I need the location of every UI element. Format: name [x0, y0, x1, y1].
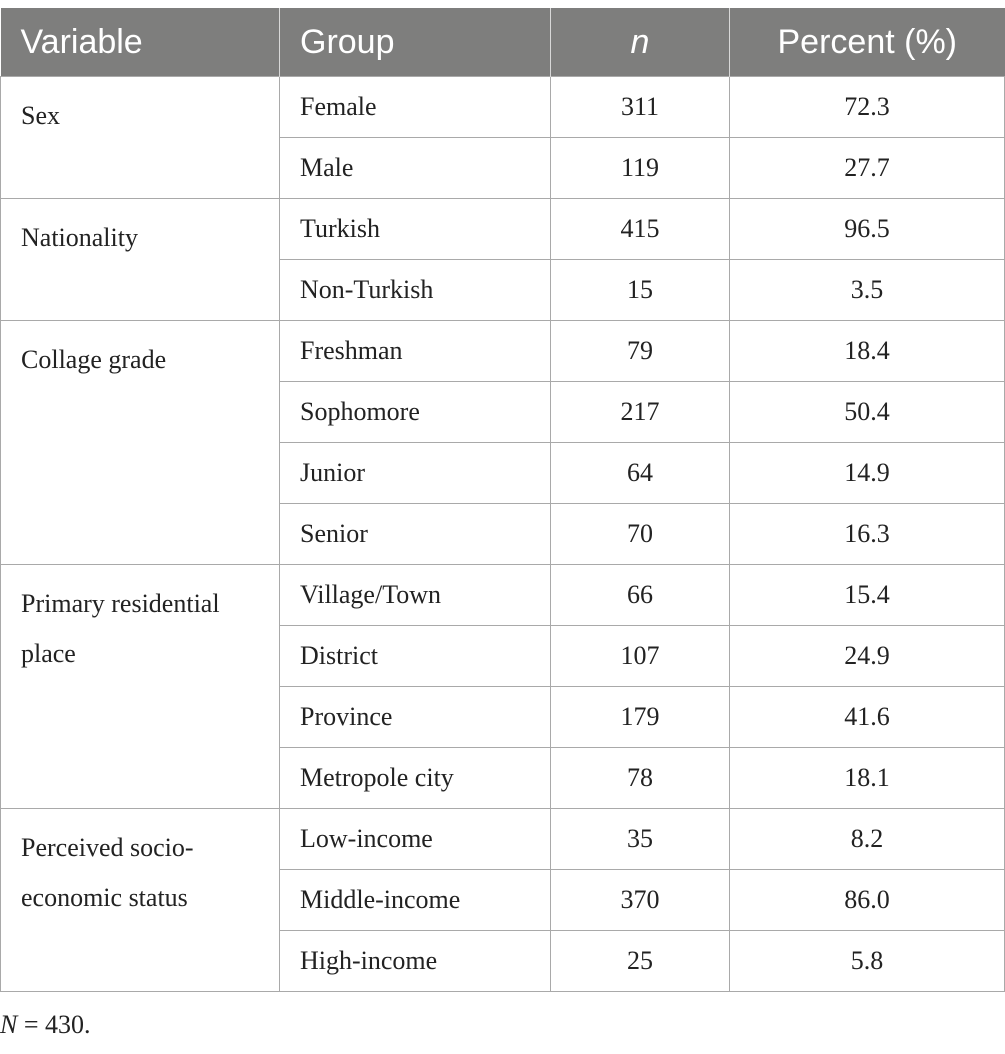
- n-cell: 179: [550, 686, 730, 748]
- table-body: Sex Female 311 72.3 Male 119 27.7 Nationality Tu…: [0, 76, 1005, 992]
- table-header: Variable Group n Percent (%): [0, 8, 1005, 77]
- group-cell: High-income: [279, 930, 551, 992]
- percent-cell: 16.3: [729, 503, 1005, 565]
- n-cell: 70: [550, 503, 730, 565]
- table-row: High-income 25 5.8: [1, 930, 1005, 992]
- n-cell: 78: [550, 747, 730, 809]
- n-cell: 370: [550, 869, 730, 931]
- table-row: Male 119 27.7: [1, 137, 1005, 199]
- group-cell: Sophomore: [279, 381, 551, 443]
- n-cell: 79: [550, 320, 730, 382]
- variable-cell: Perceived socio-economic status: [0, 808, 280, 992]
- table-row: Junior 64 14.9: [1, 442, 1005, 504]
- percent-cell: 86.0: [729, 869, 1005, 931]
- header-percent: Percent (%): [729, 8, 1005, 77]
- group-cell: Province: [279, 686, 551, 748]
- percent-cell: 24.9: [729, 625, 1005, 687]
- group-cell: Middle-income: [279, 869, 551, 931]
- n-cell: 35: [550, 808, 730, 870]
- demographics-table: Variable Group n Percent (%) Sex Female 31…: [0, 8, 1005, 992]
- table-row: Nationality Turkish 415 96.5: [0, 198, 1005, 321]
- table-row: Senior 70 16.3: [1, 503, 1005, 565]
- group-cell: Village/Town: [279, 564, 551, 626]
- variable-cell: Nationality: [0, 198, 280, 321]
- percent-cell: 50.4: [729, 381, 1005, 443]
- note-symbol: N: [0, 1010, 18, 1039]
- variable-cell: Sex: [0, 76, 280, 199]
- percent-cell: 96.5: [729, 198, 1005, 260]
- table-row: Collage grade Freshman 79 18.4: [0, 320, 1005, 565]
- table-row: Perceived socio-economic status Low-incom…: [0, 808, 1005, 992]
- n-cell: 15: [550, 259, 730, 321]
- n-cell: 119: [550, 137, 730, 199]
- group-cell: Female: [279, 76, 551, 138]
- n-cell: 64: [550, 442, 730, 504]
- percent-cell: 72.3: [729, 76, 1005, 138]
- percent-cell: 15.4: [729, 564, 1005, 626]
- n-cell: 415: [550, 198, 730, 260]
- group-cell: Turkish: [279, 198, 551, 260]
- group-cell: Freshman: [279, 320, 551, 382]
- n-cell: 311: [550, 76, 730, 138]
- table-row: District 107 24.9: [1, 625, 1005, 687]
- header-row: Variable Group n Percent (%): [0, 8, 1005, 77]
- group-cell: Male: [279, 137, 551, 199]
- note-text: = 430.: [17, 1010, 91, 1039]
- percent-cell: 8.2: [729, 808, 1005, 870]
- table-row: Middle-income 370 86.0: [1, 869, 1005, 931]
- group-cell: Non-Turkish: [279, 259, 551, 321]
- header-variable: Variable: [0, 8, 280, 77]
- n-cell: 25: [550, 930, 730, 992]
- header-n: n: [550, 8, 730, 77]
- n-cell: 107: [550, 625, 730, 687]
- table-row: Sex Female 311 72.3: [0, 76, 1005, 199]
- demographics-table-container: Variable Group n Percent (%) Sex Female 31…: [0, 8, 1005, 992]
- group-cell: Metropole city: [279, 747, 551, 809]
- percent-cell: 27.7: [729, 137, 1005, 199]
- percent-cell: 41.6: [729, 686, 1005, 748]
- percent-cell: 3.5: [729, 259, 1005, 321]
- percent-cell: 18.4: [729, 320, 1005, 382]
- table-note: N = 430.: [0, 1010, 91, 1040]
- variable-cell: Primary residential place: [0, 564, 280, 809]
- table-row: Metropole city 78 18.1: [1, 747, 1005, 809]
- header-group: Group: [279, 8, 551, 77]
- table-row: Primary residential place Village/Town 66 1…: [0, 564, 1005, 809]
- group-cell: District: [279, 625, 551, 687]
- group-cell: Junior: [279, 442, 551, 504]
- percent-cell: 14.9: [729, 442, 1005, 504]
- variable-cell: Collage grade: [0, 320, 280, 565]
- n-cell: 66: [550, 564, 730, 626]
- table-row: Province 179 41.6: [1, 686, 1005, 748]
- percent-cell: 5.8: [729, 930, 1005, 992]
- group-cell: Low-income: [279, 808, 551, 870]
- n-cell: 217: [550, 381, 730, 443]
- percent-cell: 18.1: [729, 747, 1005, 809]
- group-cell: Senior: [279, 503, 551, 565]
